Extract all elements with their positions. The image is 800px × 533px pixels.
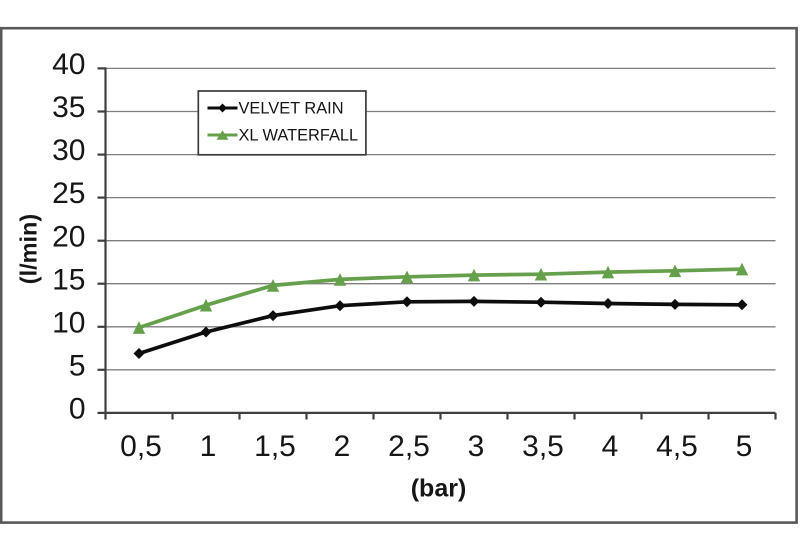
svg-text:1: 1 bbox=[200, 430, 217, 463]
svg-text:(l/min): (l/min) bbox=[16, 214, 42, 285]
svg-text:40: 40 bbox=[52, 48, 85, 81]
svg-text:0: 0 bbox=[69, 393, 86, 426]
svg-text:2,5: 2,5 bbox=[388, 430, 430, 463]
svg-text:3,5: 3,5 bbox=[522, 430, 564, 463]
svg-text:XL WATERFALL: XL WATERFALL bbox=[239, 126, 359, 144]
svg-text:3: 3 bbox=[468, 430, 485, 463]
svg-text:2: 2 bbox=[334, 430, 351, 463]
svg-text:10: 10 bbox=[52, 306, 85, 339]
svg-text:15: 15 bbox=[52, 263, 85, 296]
svg-text:30: 30 bbox=[52, 134, 85, 167]
svg-text:25: 25 bbox=[52, 177, 85, 210]
svg-text:5: 5 bbox=[69, 349, 86, 382]
svg-text:35: 35 bbox=[52, 91, 85, 124]
svg-text:5: 5 bbox=[736, 430, 753, 463]
svg-text:0,5: 0,5 bbox=[120, 430, 162, 463]
svg-text:4: 4 bbox=[602, 430, 619, 463]
svg-text:20: 20 bbox=[52, 220, 85, 253]
svg-text:4,5: 4,5 bbox=[656, 430, 698, 463]
svg-text:1,5: 1,5 bbox=[254, 430, 296, 463]
svg-text:VELVET RAIN: VELVET RAIN bbox=[239, 99, 344, 117]
svg-text:(bar): (bar) bbox=[411, 475, 467, 503]
